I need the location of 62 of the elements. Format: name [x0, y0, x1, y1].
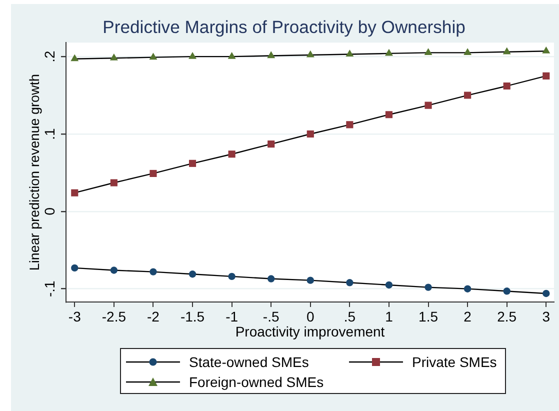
- point: [464, 92, 472, 99]
- x-tick-label: -2.5: [102, 308, 126, 324]
- x-tick-label: -1.5: [180, 308, 205, 324]
- x-tick-label: 1: [385, 308, 394, 324]
- point: [150, 268, 157, 276]
- x-tick-label: .5: [344, 308, 356, 324]
- point: [502, 47, 511, 54]
- point: [424, 102, 432, 109]
- legend-label: Foreign-owned SMEs: [189, 374, 324, 390]
- point: [188, 270, 196, 278]
- point: [542, 290, 550, 298]
- point: [464, 285, 472, 292]
- point: [346, 50, 354, 57]
- legend-label: State-owned SMEs: [189, 354, 309, 370]
- x-tick-label: 0: [306, 308, 314, 324]
- point: [346, 279, 354, 286]
- y-axis-title: Linear prediction revenue growth: [26, 74, 42, 271]
- point: [346, 121, 354, 128]
- chart-title: Predictive Margins of Proactivity by Ownership: [102, 16, 466, 37]
- point: [306, 50, 314, 58]
- point: [110, 266, 118, 274]
- x-tick-label: -3: [68, 308, 82, 324]
- x-tick-label: 2.5: [497, 308, 517, 324]
- point: [464, 48, 472, 55]
- point: [188, 52, 196, 59]
- x-tick-label: -1: [226, 308, 238, 324]
- point: [385, 281, 393, 289]
- point: [385, 111, 393, 118]
- x-tick-label: 2: [464, 308, 472, 324]
- point: [71, 189, 78, 196]
- point: [70, 54, 79, 62]
- x-tick-label: -2: [147, 308, 160, 324]
- point: [424, 48, 432, 55]
- point: [503, 288, 510, 295]
- x-tick-label: 3: [542, 308, 550, 324]
- point: [150, 170, 157, 178]
- point: [110, 54, 118, 60]
- point: [228, 150, 236, 158]
- point: [149, 52, 158, 60]
- y-tick-label: .2: [42, 50, 58, 62]
- point: [384, 48, 393, 56]
- point: [268, 275, 275, 282]
- legend-label: Private SMEs: [412, 354, 497, 370]
- point: [503, 82, 510, 90]
- x-axis-title: Proactivity improvement: [235, 323, 385, 340]
- point: [542, 46, 550, 54]
- point: [268, 140, 275, 148]
- point: [228, 52, 236, 59]
- point: [424, 284, 432, 291]
- point: [188, 160, 196, 167]
- y-tick-label: 0: [42, 207, 58, 216]
- y-tick-label: -.1: [42, 280, 58, 298]
- x-tick-label: 1.5: [418, 308, 438, 324]
- point: [228, 272, 236, 280]
- y-tick-label: .1: [42, 128, 58, 140]
- point: [306, 130, 314, 138]
- point: [306, 276, 314, 284]
- x-tick-label: -.5: [262, 308, 280, 324]
- point: [71, 264, 78, 272]
- point: [267, 51, 276, 58]
- point: [542, 72, 550, 80]
- point: [110, 179, 118, 186]
